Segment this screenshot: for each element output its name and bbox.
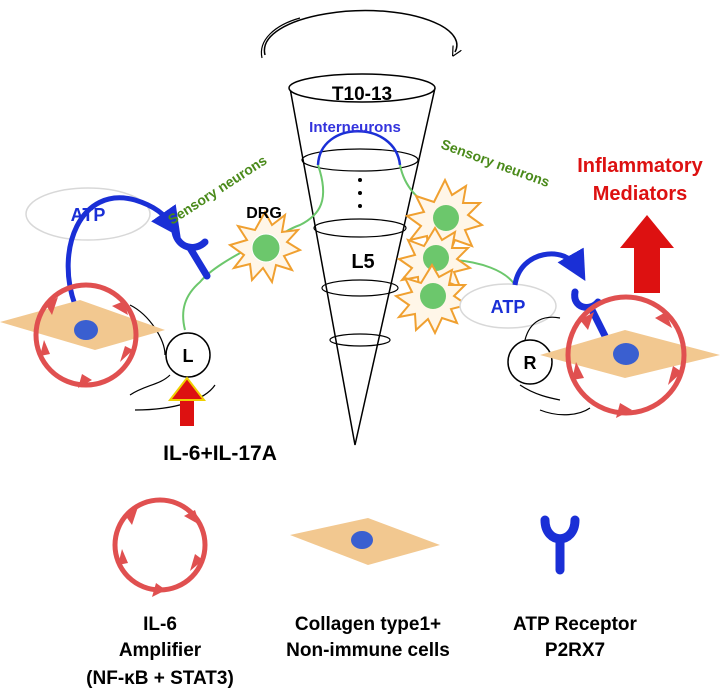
label-t10-13: T10-13 <box>332 84 392 105</box>
nucleus-left <box>74 320 98 340</box>
atp-cloud-right <box>459 283 557 329</box>
amplifier-left-arrowheads <box>40 297 133 388</box>
p2rx7-receptor-right <box>571 288 609 340</box>
mediators-arrow <box>620 215 674 293</box>
rotation-arrow <box>260 9 456 59</box>
amplifier-right-arrowheads <box>572 312 682 418</box>
label-interneurons: Interneurons <box>309 119 401 136</box>
atp-release-arrow-left <box>65 195 181 306</box>
label-atp-left: ATP <box>71 205 106 225</box>
label-drg: DRG <box>246 205 282 222</box>
label-l5: L5 <box>351 251 374 273</box>
nucleus-right <box>613 343 639 365</box>
legend-cells-line2: Non-immune cells <box>286 640 450 661</box>
label-joint-left: L <box>183 346 194 366</box>
drg-ganglion-right <box>393 177 485 336</box>
interneuron-arc <box>316 130 402 166</box>
p2rx7-receptor-left <box>171 228 211 280</box>
legend-receptor-icon <box>540 515 580 575</box>
spinal-cord-cone <box>288 73 436 446</box>
label-sensory-right: Sensory neurons <box>439 136 552 190</box>
amplifier-left <box>33 282 139 388</box>
legend: IL-6 Amplifier (NF-κB + STAT3) Collagen … <box>86 497 638 689</box>
legend-cells-line1: Collagen type1+ <box>295 614 441 635</box>
ellipsis-dots <box>358 178 362 208</box>
legend-amplifier-line3: (NF-κB + STAT3) <box>86 668 234 689</box>
right-joint <box>507 339 553 385</box>
label-injection: IL-6+IL-17A <box>163 442 277 465</box>
atp-release-arrow-right <box>512 247 586 286</box>
legend-receptor-line1: ATP Receptor <box>513 614 637 635</box>
injection-arrow <box>167 376 207 426</box>
label-atp-right: ATP <box>491 297 526 317</box>
legend-amplifier-line2: Amplifier <box>119 640 202 661</box>
left-joint <box>165 332 211 378</box>
label-inflammatory: Inflammatory <box>577 155 703 177</box>
right-limb <box>519 316 591 416</box>
label-joint-right: R <box>524 353 537 373</box>
drg-ganglion-left <box>227 209 303 285</box>
legend-receptor-line2: P2RX7 <box>545 640 605 661</box>
label-mediators: Mediators <box>593 183 687 205</box>
legend-amplifier-line1: IL-6 <box>143 614 177 635</box>
